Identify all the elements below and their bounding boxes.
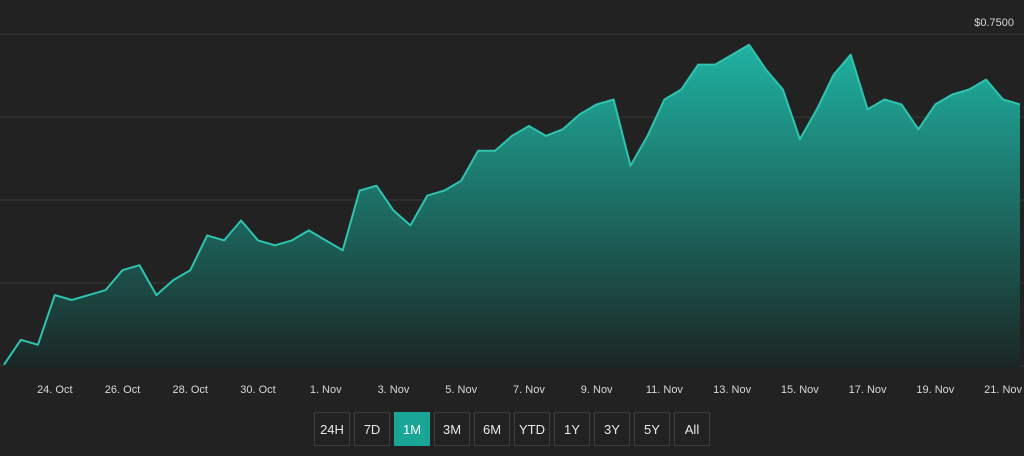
range-selector: 24H 7D 1M 3M 6M YTD 1Y 3Y 5Y All: [0, 412, 1024, 446]
range-button[interactable]: 5Y: [634, 412, 670, 446]
x-tick-label: 28. Oct: [173, 384, 208, 396]
range-button[interactable]: All: [674, 412, 710, 446]
x-tick-label: 3. Nov: [378, 384, 410, 396]
range-button[interactable]: 3Y: [594, 412, 630, 446]
range-button[interactable]: 6M: [474, 412, 510, 446]
x-tick-label: 9. Nov: [581, 384, 613, 396]
range-button[interactable]: YTD: [514, 412, 550, 446]
x-tick-label: 15. Nov: [781, 384, 819, 396]
x-tick-label: 7. Nov: [513, 384, 545, 396]
x-tick-label: 17. Nov: [849, 384, 887, 396]
x-tick-label: 19. Nov: [916, 384, 954, 396]
range-button[interactable]: 24H: [314, 412, 350, 446]
range-button[interactable]: 1Y: [554, 412, 590, 446]
x-tick-label: 13. Nov: [713, 384, 751, 396]
x-tick-label: 30. Oct: [240, 384, 275, 396]
range-button[interactable]: 3M: [434, 412, 470, 446]
y-tick-label: $0.7500: [974, 17, 1014, 29]
x-tick-label: 11. Nov: [646, 384, 684, 396]
range-button[interactable]: 7D: [354, 412, 390, 446]
x-tick-label: 24. Oct: [37, 384, 72, 396]
line: [3, 43, 1021, 366]
x-tick-label: 21. Nov: [984, 384, 1022, 396]
x-tick-label: 5. Nov: [445, 384, 477, 396]
area: [4, 44, 1020, 369]
range-button[interactable]: 1M: [394, 412, 430, 446]
x-tick-label: 1. Nov: [310, 384, 342, 396]
x-tick-label: 26. Oct: [105, 384, 140, 396]
